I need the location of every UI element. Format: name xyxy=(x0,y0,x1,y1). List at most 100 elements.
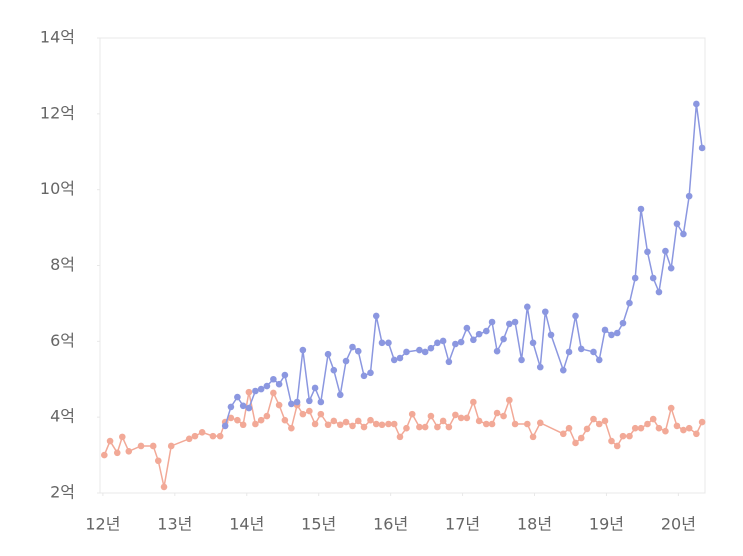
data-point xyxy=(227,414,235,422)
data-point xyxy=(680,230,687,238)
data-point xyxy=(613,442,621,450)
y-tick-label: 6억 xyxy=(50,331,75,350)
data-point xyxy=(330,366,338,374)
data-point xyxy=(252,420,259,428)
data-point xyxy=(572,439,579,447)
data-point xyxy=(372,420,380,428)
x-tick-label: 17년 xyxy=(445,515,480,534)
data-point xyxy=(439,337,447,345)
data-point xyxy=(324,350,332,358)
data-point xyxy=(506,396,513,404)
data-point xyxy=(445,358,453,366)
y-tick-label: 14억 xyxy=(40,28,75,47)
data-point xyxy=(565,348,573,356)
data-point xyxy=(470,336,477,344)
data-point xyxy=(149,442,157,450)
data-point xyxy=(198,429,206,436)
data-point xyxy=(342,418,350,426)
data-point xyxy=(275,401,283,409)
data-point xyxy=(239,402,247,410)
data-point xyxy=(306,397,313,405)
data-point xyxy=(524,303,531,311)
data-point xyxy=(396,433,404,441)
data-point xyxy=(626,432,633,440)
data-point xyxy=(227,403,235,411)
data-point xyxy=(463,324,471,332)
x-tick-label: 15년 xyxy=(301,515,336,534)
data-point xyxy=(475,417,483,425)
data-point xyxy=(113,449,121,457)
data-point xyxy=(288,400,295,408)
data-point xyxy=(511,420,519,428)
data-point xyxy=(655,424,663,432)
data-point xyxy=(565,424,573,432)
data-point xyxy=(360,372,368,380)
data-point xyxy=(493,347,501,355)
data-point xyxy=(270,389,277,397)
data-point xyxy=(693,430,700,438)
data-point xyxy=(619,432,627,440)
data-point xyxy=(693,100,700,108)
data-point xyxy=(101,451,108,459)
data-point xyxy=(524,420,531,428)
data-point xyxy=(293,398,301,406)
y-tick-label: 8억 xyxy=(50,255,75,274)
data-point xyxy=(500,412,507,420)
data-point xyxy=(547,331,555,339)
data-point xyxy=(559,366,567,374)
data-point xyxy=(216,432,224,440)
data-point xyxy=(452,340,459,348)
data-point xyxy=(245,404,253,412)
data-point xyxy=(119,433,126,441)
data-point xyxy=(488,318,496,326)
data-point xyxy=(385,339,392,347)
data-point xyxy=(536,363,544,371)
plot-frame xyxy=(99,37,706,494)
data-point xyxy=(342,357,350,365)
data-point xyxy=(137,442,145,450)
data-point xyxy=(680,426,687,434)
data-point xyxy=(154,457,162,465)
x-tick-label: 19년 xyxy=(589,515,624,534)
data-point xyxy=(125,447,133,455)
data-point xyxy=(270,375,277,383)
data-point xyxy=(257,385,265,393)
data-point xyxy=(245,388,253,396)
data-point xyxy=(644,248,651,256)
data-point xyxy=(631,424,639,432)
data-point xyxy=(367,416,374,424)
data-point xyxy=(637,424,645,432)
data-point xyxy=(354,347,362,355)
data-point xyxy=(483,327,490,335)
data-point xyxy=(541,308,549,316)
data-point xyxy=(427,412,435,420)
data-point xyxy=(493,409,501,417)
x-tick-label: 16년 xyxy=(373,515,408,534)
data-point xyxy=(613,329,621,337)
data-point xyxy=(234,393,241,401)
data-point xyxy=(390,356,398,364)
data-point xyxy=(626,299,633,307)
data-point xyxy=(421,423,429,431)
data-point xyxy=(106,437,114,445)
data-point xyxy=(649,415,657,423)
data-point xyxy=(403,348,410,356)
series-line xyxy=(224,103,703,427)
data-point xyxy=(483,420,490,428)
data-point xyxy=(572,312,579,320)
data-point xyxy=(299,346,307,354)
data-point xyxy=(390,420,398,428)
data-point xyxy=(416,346,423,354)
data-point xyxy=(619,319,627,327)
x-tick-label: 14년 xyxy=(229,515,264,534)
data-point xyxy=(470,398,477,406)
data-point xyxy=(434,423,441,431)
data-point xyxy=(185,435,193,443)
data-point xyxy=(408,410,416,418)
data-point xyxy=(631,274,639,282)
data-point xyxy=(601,326,609,334)
data-point xyxy=(529,339,537,347)
data-point xyxy=(427,344,435,352)
y-tick-label: 4억 xyxy=(50,407,75,426)
